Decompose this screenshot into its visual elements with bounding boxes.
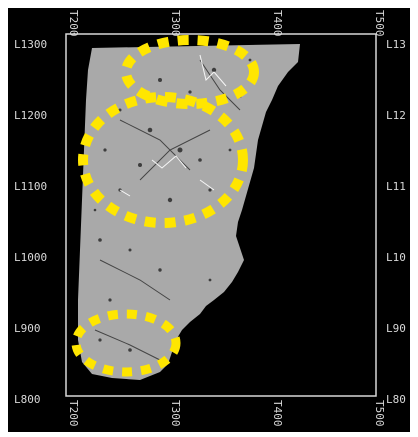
right-tick-label: L12 <box>386 110 406 121</box>
annotation-traces <box>119 54 227 197</box>
right-tick-label: L10 <box>386 252 406 263</box>
top-tick-label: T400 <box>271 10 284 37</box>
left-tick-label: L1200 <box>14 109 48 122</box>
left-tick-label: L900 <box>14 322 41 335</box>
right-tick-label: L80 <box>386 394 406 405</box>
right-tick-label: L11 <box>386 181 406 192</box>
bottom-tick-label: T400 <box>271 400 284 427</box>
right-tick-label: L90 <box>386 323 406 334</box>
top-tick-label: T200 <box>67 10 80 37</box>
plot-frame <box>65 33 377 397</box>
ellipse-middle <box>78 92 248 228</box>
bottom-tick-label: T500 <box>373 400 386 427</box>
ellipse-bottom <box>71 309 181 377</box>
ellipse-top <box>121 35 259 109</box>
left-tick-label: L1000 <box>14 251 48 264</box>
right-tick-label: L13 <box>386 39 406 50</box>
survey-region <box>78 44 300 380</box>
bottom-tick-label: T300 <box>169 400 182 427</box>
bottom-tick-label: T200 <box>67 400 80 427</box>
left-tick-label: L1300 <box>14 38 48 51</box>
left-tick-label: L1100 <box>14 180 48 193</box>
top-tick-label: T500 <box>373 10 386 37</box>
top-tick-label: T300 <box>169 10 182 37</box>
map-lineaments <box>94 59 241 361</box>
left-tick-label: L800 <box>14 393 41 406</box>
